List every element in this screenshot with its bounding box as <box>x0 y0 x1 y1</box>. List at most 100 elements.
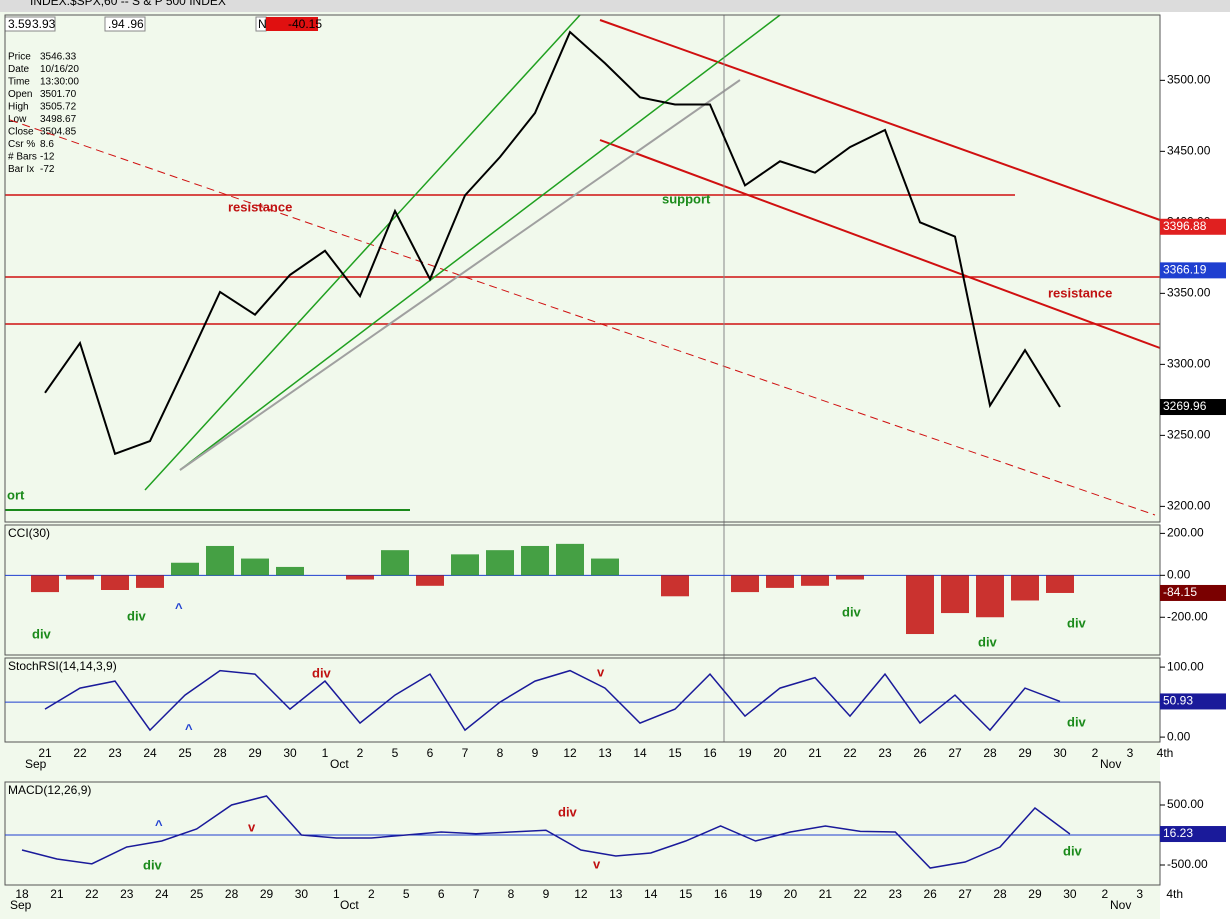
price-tag-label: 3396.88 <box>1163 219 1207 233</box>
panel-title: MACD(12,26,9) <box>8 783 91 797</box>
annotation: div <box>842 604 862 619</box>
trend-line <box>179 14 781 471</box>
x-tick-label: 19 <box>738 746 752 760</box>
x-tick-label: 7 <box>462 746 469 760</box>
bar <box>591 558 619 576</box>
axis-area <box>1160 0 1230 919</box>
annotation: v <box>597 664 605 679</box>
x-tick-label: 4th <box>1166 887 1183 901</box>
x-tick-label: 23 <box>889 887 903 901</box>
bar <box>941 575 969 614</box>
info-label: Csr % <box>8 139 35 150</box>
annotation: v <box>248 819 256 834</box>
y-tick-label: 3250.00 <box>1167 428 1211 442</box>
info-label: Close <box>8 127 34 138</box>
x-tick-label: 29 <box>1018 746 1032 760</box>
annotations: resistance support resistance ort div di… <box>7 191 1112 872</box>
panel-title: CCI(30) <box>8 526 50 540</box>
x-tick-label: 28 <box>225 887 239 901</box>
price-tag <box>1160 262 1226 279</box>
x-tick-label: 18 <box>15 887 29 901</box>
x-tick-label: 5 <box>403 887 410 901</box>
x-tick-label: 13 <box>598 746 612 760</box>
x-tick-label: 4th <box>1157 746 1174 760</box>
trend-line <box>179 79 741 471</box>
info-value: 10/16/20 <box>40 64 79 75</box>
info-value: 3504.85 <box>40 127 77 138</box>
annotation: ^ <box>175 600 183 615</box>
x-tick-label: 9 <box>543 887 550 901</box>
price-tag-label: 3269.96 <box>1163 399 1207 413</box>
month-label: Sep <box>25 757 47 771</box>
x-tick-label: 27 <box>958 887 972 901</box>
info-label: Time <box>8 77 30 88</box>
field-text: -40.15 <box>288 17 322 31</box>
annotation: ^ <box>155 817 163 832</box>
annotation: div <box>978 634 998 649</box>
info-value: 3505.72 <box>40 102 77 113</box>
x-tick-label: 12 <box>563 746 577 760</box>
x-tick-label: 2 <box>1101 887 1108 901</box>
series-line <box>21 795 1071 869</box>
bar <box>346 575 374 580</box>
info-value: 3501.70 <box>40 89 77 100</box>
bar <box>731 575 759 593</box>
price-tag-label: 50.93 <box>1163 694 1193 708</box>
price-tag-label: 3366.19 <box>1163 263 1207 277</box>
annotation: div <box>32 626 52 641</box>
x-tick-label: 21 <box>50 887 64 901</box>
field-text: 3.59 <box>8 17 32 31</box>
y-tick-label: 3350.00 <box>1167 286 1211 300</box>
x-tick-label: 5 <box>392 746 399 760</box>
y-tick-label: -200.00 <box>1167 609 1208 623</box>
bar <box>766 575 794 588</box>
x-tick-label: 2 <box>368 887 375 901</box>
info-box: Price 3546.33 Date 10/16/20 Time 13:30:00 Open… <box>8 52 79 176</box>
price-tag-label: 16.23 <box>1163 826 1193 840</box>
annotation: resistance <box>1048 285 1112 300</box>
field-text: 3.93 <box>32 17 56 31</box>
info-label: Open <box>8 89 32 100</box>
field-row: 3.59 3.93 .94 .96 N -40.15 <box>4 16 322 32</box>
x-tick-label: 24 <box>155 887 169 901</box>
x-tick-label: 26 <box>913 746 927 760</box>
x-tick-label: 3 <box>1136 887 1143 901</box>
field-text: .96 <box>127 17 144 31</box>
info-value: -12 <box>40 152 55 163</box>
month-label: Nov <box>1100 757 1121 771</box>
x-tick-label: 22 <box>85 887 99 901</box>
y-tick-label: 0.00 <box>1167 567 1191 581</box>
x-tick-label: 29 <box>248 746 262 760</box>
x-tick-label: 21 <box>38 746 52 760</box>
info-label: High <box>8 102 29 113</box>
window-title: INDEX:$SPX,60 -- S & P 500 INDEX <box>30 0 226 8</box>
x-tick-label: 12 <box>574 887 588 901</box>
info-value: 8.6 <box>40 139 54 150</box>
annotation: div <box>127 608 147 623</box>
bar <box>1011 575 1039 601</box>
y-tick-label: 100.00 <box>1167 659 1204 673</box>
bar <box>486 550 514 576</box>
x-tick-label: 1 <box>322 746 329 760</box>
info-label: # Bars <box>8 152 37 163</box>
x-tick-label: 26 <box>924 887 938 901</box>
annotation: ort <box>7 487 25 502</box>
x-tick-label: 14 <box>644 887 658 901</box>
price-tag <box>1160 218 1226 235</box>
trend-line <box>9 119 1156 516</box>
x-tick-label: 2 <box>1092 746 1099 760</box>
annotation: div <box>1063 843 1083 858</box>
x-tick-label: 28 <box>213 746 227 760</box>
x-tick-label: 21 <box>808 746 822 760</box>
bar <box>521 545 549 576</box>
bar <box>556 543 584 576</box>
x-tick-label: 20 <box>773 746 787 760</box>
bar <box>836 575 864 580</box>
x-tick-label: 13 <box>609 887 623 901</box>
series-line <box>44 669 1061 732</box>
x-tick-label: 30 <box>1053 746 1067 760</box>
info-value: 13:30:00 <box>40 77 79 88</box>
info-label: Date <box>8 64 30 75</box>
x-tick-label: 27 <box>948 746 962 760</box>
